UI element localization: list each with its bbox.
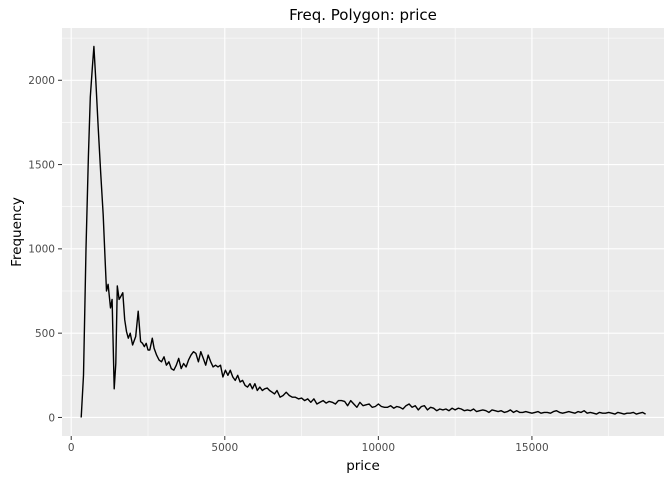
major-gridlines bbox=[62, 28, 664, 436]
y-tick-label: 1500 bbox=[28, 159, 55, 171]
x-tick-label: 5000 bbox=[211, 442, 238, 454]
x-tick-label: 10000 bbox=[362, 442, 395, 454]
series-layer bbox=[80, 45, 646, 418]
y-tick-label: 0 bbox=[48, 412, 55, 424]
x-axis-title: price bbox=[346, 458, 380, 474]
y-tick-label: 500 bbox=[35, 328, 55, 340]
y-tick-label: 1000 bbox=[28, 244, 55, 256]
x-tick-label: 15000 bbox=[515, 442, 548, 454]
minor-gridlines bbox=[62, 28, 664, 436]
series-line bbox=[80, 45, 646, 418]
y-axis-title: Frequency bbox=[9, 197, 25, 267]
y-tick-label: 2000 bbox=[28, 75, 55, 87]
plot-panel bbox=[62, 28, 664, 436]
axis-ticks: 0 5000 10000 15000 0 500 1000 1500 2000 bbox=[28, 75, 548, 454]
x-tick-label: 0 bbox=[68, 442, 75, 454]
chart-title: Freq. Polygon: price bbox=[289, 6, 437, 24]
